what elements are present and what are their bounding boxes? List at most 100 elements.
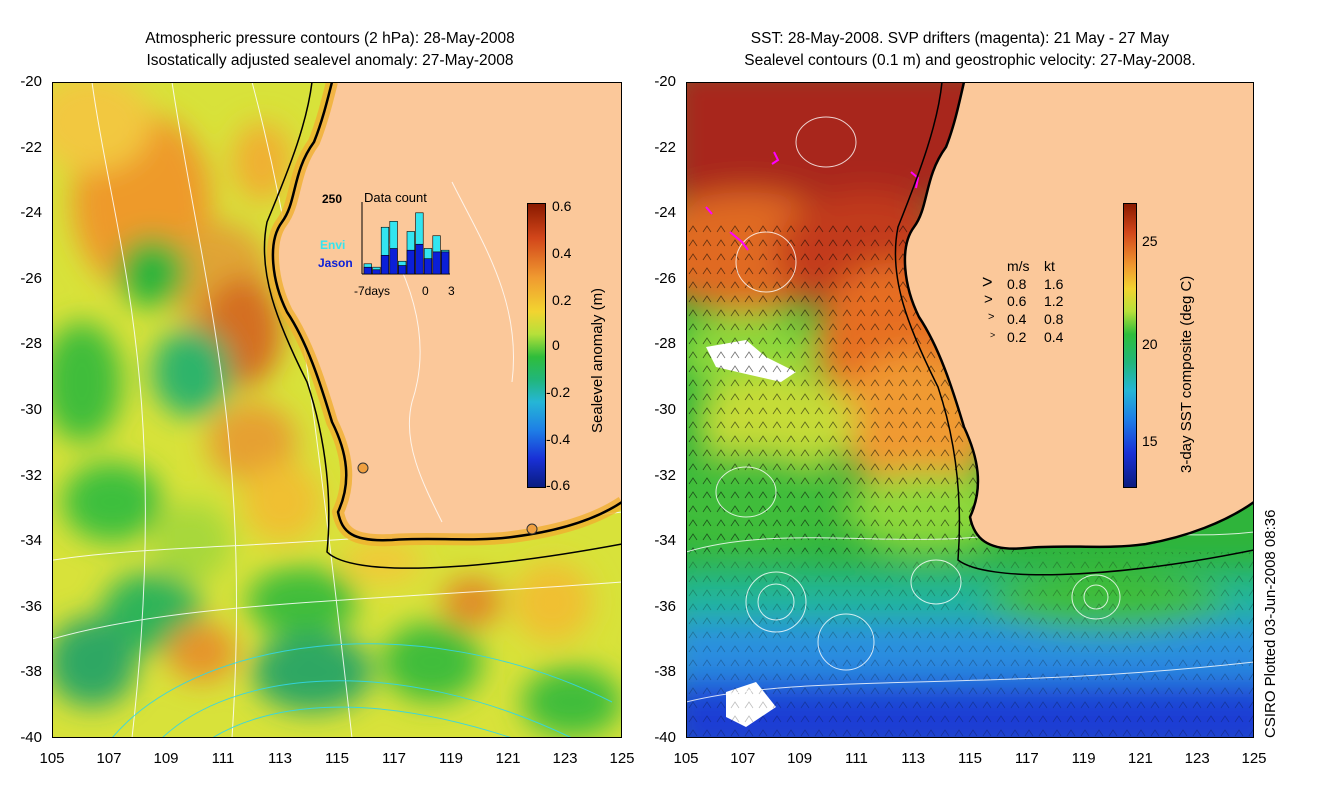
jason-bar <box>398 265 407 275</box>
right-title-line2: Sealevel contours (0.1 m) and geostrophi… <box>744 52 1196 69</box>
data-count-title: Data count <box>364 190 427 205</box>
cb-tick: 15 <box>1142 433 1158 449</box>
lon-tick-label: 121 <box>1127 750 1153 767</box>
jason-label: Jason <box>318 256 353 270</box>
jason-bar <box>389 248 398 275</box>
lon-tick-label: 125 <box>609 750 635 767</box>
legend-arrow-icon: > <box>984 291 993 308</box>
legend-row-kt: 0.4 <box>1044 329 1064 345</box>
lon-tick-label: 111 <box>844 750 868 767</box>
lat-tick-label: -26 <box>654 269 676 287</box>
speed-legend: m/s kt > 0.8 1.6 > 0.6 1.2 > 0.4 0.8 > 0… <box>980 258 1090 353</box>
lon-tick-label: 125 <box>1241 750 1267 767</box>
lon-tick-label: 115 <box>325 750 349 767</box>
jason-bar <box>441 251 450 275</box>
sst-map <box>686 82 1254 738</box>
lat-tick-label: -38 <box>20 663 42 681</box>
cb-tick: 0.6 <box>552 198 572 214</box>
inset-x-right: 3 <box>448 284 455 298</box>
legend-row-kt: 1.6 <box>1044 276 1064 292</box>
data-count-max-label: 250 <box>322 192 343 206</box>
lon-tick-label: 117 <box>382 750 406 767</box>
tide-gauge-marker <box>357 462 369 474</box>
lat-tick-label: -40 <box>20 729 42 746</box>
cb-tick: -0.2 <box>546 384 571 400</box>
jason-bar <box>423 258 433 275</box>
jason-bar <box>372 269 381 275</box>
lon-tick-label: 123 <box>1184 750 1210 767</box>
legend-row-ms: 0.2 <box>1007 329 1027 345</box>
sst-colorbar <box>1123 203 1137 488</box>
sealevel-colorbar-label: Sealevel anomaly (m) <box>589 287 606 433</box>
sst-colorbar-label: 3-day SST composite (deg C) <box>1178 275 1195 473</box>
sealevel-colorbar <box>527 203 546 488</box>
jason-bar <box>406 249 415 275</box>
tide-gauge-marker <box>526 523 538 535</box>
data-count-chart <box>361 202 450 275</box>
lat-tick-label: -28 <box>654 335 676 353</box>
lon-tick-label: 115 <box>958 750 982 767</box>
lon-tick-label: 105 <box>39 750 65 767</box>
credit-text: CSIRO Plotted 03-Jun-2008 08:36 <box>1262 509 1279 738</box>
lon-tick-label: 119 <box>439 750 463 767</box>
lon-tick-label: 107 <box>96 750 122 767</box>
legend-row-ms: 0.8 <box>1007 276 1027 292</box>
lon-tick-label: 119 <box>1071 750 1096 767</box>
lat-tick-label: -40 <box>654 729 676 746</box>
lon-tick-label: 123 <box>552 750 578 767</box>
lon-tick-label: 107 <box>730 750 756 767</box>
lat-tick-label: -30 <box>20 401 42 418</box>
lat-tick-label: -22 <box>20 138 42 156</box>
data-count-inset: 250 Data count Envi Jason -7days 0 3 <box>318 186 468 301</box>
cb-tick: 0.2 <box>552 292 572 308</box>
jason-bar <box>380 255 390 275</box>
data-count-bars <box>363 212 450 275</box>
lat-tick-label: -24 <box>654 204 676 222</box>
left-title-line1: Atmospheric pressure contours (2 hPa): 2… <box>145 30 515 47</box>
lon-tick-label: 121 <box>495 750 521 767</box>
inset-x-left: -7days <box>354 284 391 298</box>
legend-row-ms: 0.4 <box>1007 311 1027 327</box>
envi-label: Envi <box>320 238 346 252</box>
lat-tick-label: -36 <box>654 597 676 615</box>
inset-x-mid: 0 <box>422 284 429 298</box>
jason-bar <box>415 243 424 275</box>
lon-tick-label: 109 <box>153 750 179 767</box>
lon-tick-label: 105 <box>673 750 699 767</box>
lat-tick-label: -32 <box>654 466 676 484</box>
cb-tick: 25 <box>1142 233 1158 249</box>
legend-arrow-icon: > <box>982 272 993 292</box>
cb-tick: 0.4 <box>552 245 572 261</box>
lon-tick-label: 109 <box>787 750 813 767</box>
left-title-line2: Isostatically adjusted sealevel anomaly:… <box>146 52 514 69</box>
legend-arrow-icon: > <box>988 311 995 323</box>
legend-row-kt: 1.2 <box>1044 293 1064 309</box>
lon-tick-label: 117 <box>1014 750 1039 767</box>
lat-tick-label: -38 <box>654 663 676 681</box>
legend-header-kt: kt <box>1044 258 1055 274</box>
legend-row-ms: 0.6 <box>1007 293 1027 309</box>
lat-tick-label: -34 <box>20 532 42 550</box>
lon-tick-label: 111 <box>211 750 235 767</box>
legend-arrow-icon: > <box>990 330 996 340</box>
cb-tick: 20 <box>1142 336 1158 352</box>
lat-tick-label: -20 <box>20 73 42 90</box>
lon-tick-label: 113 <box>901 750 926 767</box>
right-title-line1: SST: 28-May-2008. SVP drifters (magenta)… <box>750 30 1170 47</box>
legend-row-kt: 0.8 <box>1044 311 1064 327</box>
lat-tick-label: -32 <box>20 466 42 484</box>
jason-bar <box>363 266 372 275</box>
sst-map-svg <box>686 82 1254 738</box>
cb-tick: 0 <box>552 337 560 353</box>
lat-tick-label: -28 <box>20 335 42 353</box>
lat-tick-label: -20 <box>654 73 676 90</box>
lat-tick-label: -26 <box>20 269 42 287</box>
jason-bar <box>432 251 441 275</box>
cb-tick: -0.4 <box>546 431 571 447</box>
cb-tick: -0.6 <box>546 477 571 493</box>
lat-tick-label: -36 <box>20 597 42 615</box>
legend-header-ms: m/s <box>1007 258 1030 274</box>
lat-tick-label: -30 <box>654 401 676 418</box>
lon-tick-label: 113 <box>268 750 292 767</box>
lat-tick-label: -22 <box>654 138 676 156</box>
